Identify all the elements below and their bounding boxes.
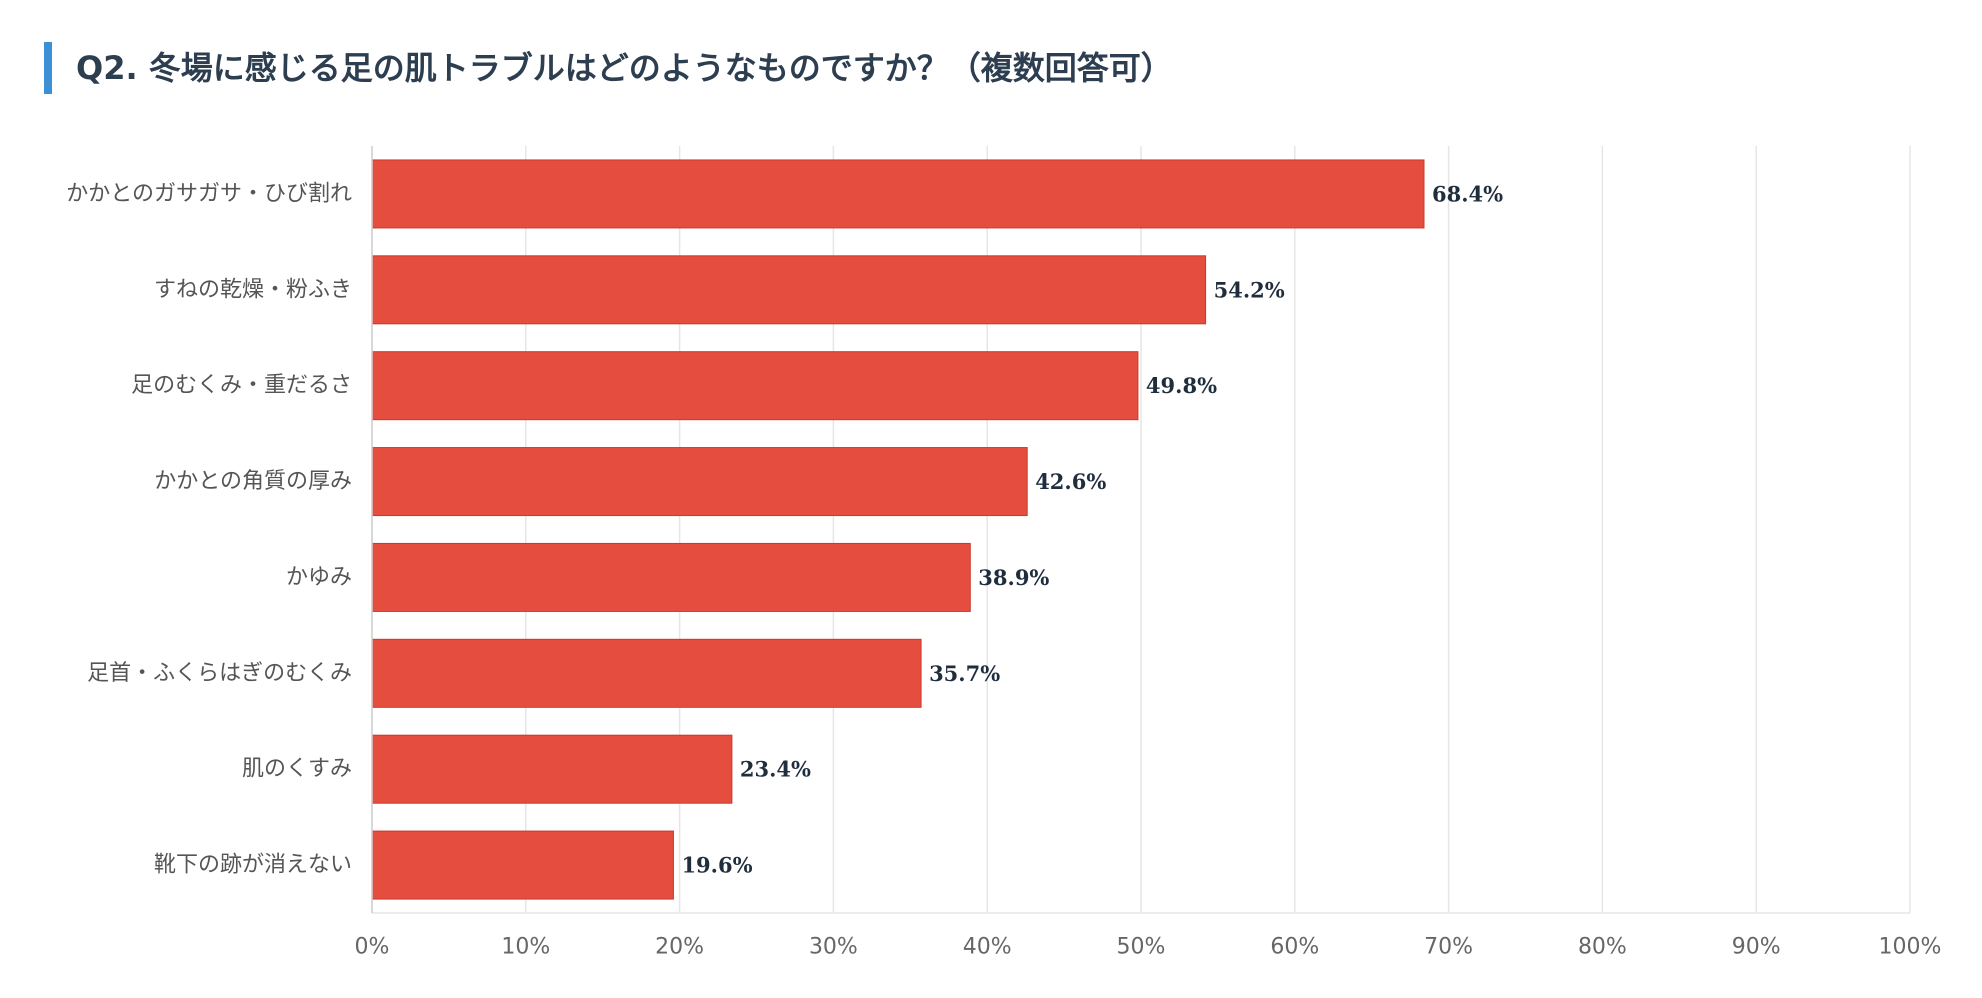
- data-label: 42.6%: [1035, 469, 1106, 494]
- bar: [371, 734, 733, 804]
- data-label: 23.4%: [740, 757, 811, 782]
- category-label: 靴下の跡が消えない: [154, 853, 352, 878]
- x-tick-label: 90%: [1732, 935, 1781, 960]
- data-label: 38.9%: [978, 565, 1049, 590]
- data-label: 19.6%: [681, 853, 752, 878]
- category-label: かゆみ: [286, 565, 352, 590]
- x-tick-label: 80%: [1578, 935, 1627, 960]
- x-tick-label: 30%: [809, 935, 858, 960]
- x-tick-label: 40%: [963, 935, 1012, 960]
- x-tick-label: 60%: [1270, 935, 1319, 960]
- data-label: 54.2%: [1214, 277, 1285, 302]
- category-label: 足首・ふくらはぎのむくみ: [87, 661, 352, 686]
- bar: [371, 830, 674, 900]
- category-label: 足のむくみ・重だるさ: [131, 373, 352, 398]
- x-tick-label: 70%: [1424, 935, 1473, 960]
- bar: [371, 255, 1207, 325]
- bar: [371, 638, 922, 708]
- x-tick-label: 20%: [655, 935, 704, 960]
- title-accent-bar: [44, 42, 52, 94]
- x-tick-label: 100%: [1879, 935, 1942, 960]
- data-label: 68.4%: [1432, 181, 1503, 206]
- bar: [371, 542, 971, 612]
- x-tick-label: 50%: [1117, 935, 1166, 960]
- category-label: 肌のくすみ: [242, 757, 352, 782]
- chart-title: Q2. 冬場に感じる足の肌トラブルはどのようなものですか？（複数回答可）: [76, 49, 1173, 87]
- bar: [371, 159, 1425, 229]
- data-label: 35.7%: [929, 661, 1000, 686]
- bar: [371, 351, 1139, 421]
- category-label: すねの乾燥・粉ふき: [154, 277, 352, 302]
- bar: [371, 447, 1028, 517]
- data-label: 49.8%: [1146, 373, 1217, 398]
- x-tick-label: 0%: [355, 935, 390, 960]
- category-label: かかとのガサガサ・ひび割れ: [66, 181, 352, 206]
- x-tick-label: 10%: [501, 935, 550, 960]
- category-label: かかとの角質の厚み: [154, 469, 352, 494]
